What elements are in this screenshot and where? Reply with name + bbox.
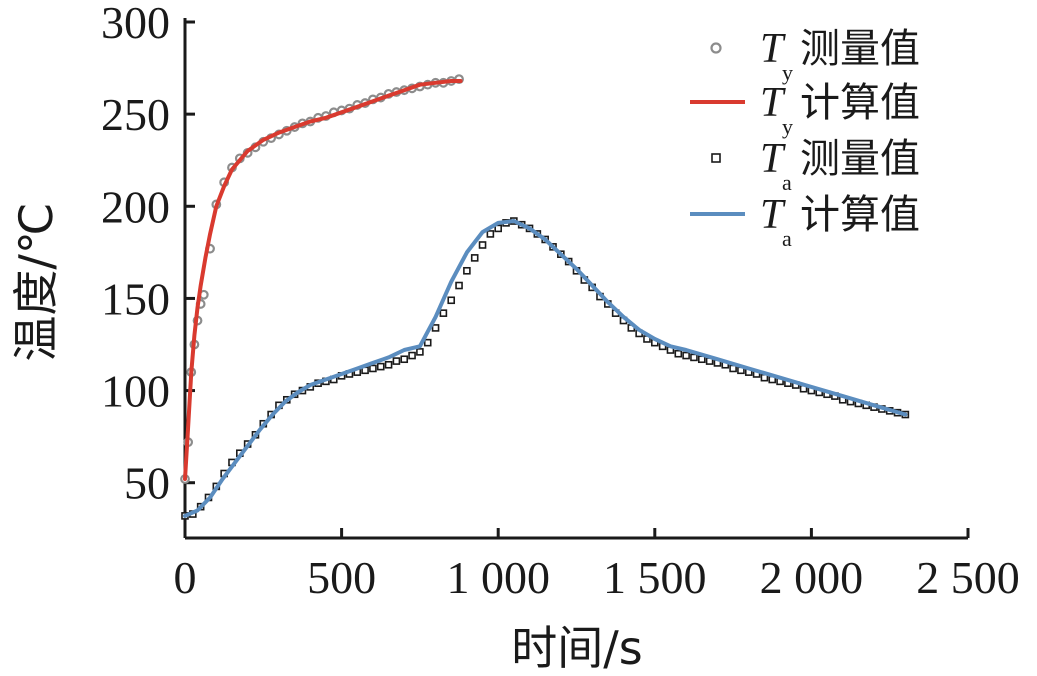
data-point [455,281,463,290]
data-point [439,309,448,317]
legend-subscript: a [782,226,792,251]
y-tick-label: 100 [101,366,170,417]
x-axis-title: 时间/s [511,621,642,675]
legend-label: 测量值 [800,136,920,182]
data-point [470,254,479,262]
data-point [369,364,377,373]
data-point [423,338,432,347]
data-point [392,357,401,365]
series-line [183,219,908,518]
legend-subscript: a [782,170,792,195]
x-tick-label: 500 [307,552,376,603]
tick-labels: 0 500 1 000 1 500 2 000 2 500 50 100 150 200 250 30… [101,0,1020,603]
data-point [431,324,440,332]
y-tick-label: 300 [101,0,170,48]
data-point [416,348,424,356]
legend-label: 计算值 [800,80,920,126]
data-point [447,296,456,305]
x-tick-label: 2 000 [760,552,864,603]
y-tick-label: 200 [101,181,170,232]
x-tick-label: 1 000 [446,552,550,603]
series-4 [183,219,908,518]
legend-swatch [711,153,721,163]
legend-subscript: y [782,114,793,139]
x-tick-label: 2 500 [916,552,1020,603]
legend-swatch [710,42,722,54]
y-axis-title: 温度/℃ [9,202,63,361]
series-line [183,79,463,481]
legend-symbol: T [760,192,786,238]
legend-symbol: T [760,80,786,126]
series-layer [180,74,910,520]
series-1 [180,74,464,484]
legend-item: Ty 计算值 [690,80,920,139]
data-point [400,355,409,364]
legend: Ty 测量值 Ty 计算值 Ta 测量值 Ta 计算值 [690,26,920,251]
data-point [376,362,385,371]
y-tick-label: 250 [101,89,170,140]
data-point [486,230,495,238]
data-point [478,241,487,249]
y-tick-label: 150 [101,273,170,324]
legend-item: Ta 计算值 [690,192,920,251]
data-point [682,351,690,360]
legend-item: Ta 测量值 [711,136,920,195]
legend-symbol: T [760,136,786,182]
legend-label: 测量值 [800,26,920,72]
x-tick-label: 1 500 [603,552,707,603]
legend-item: Ty 测量值 [710,26,920,85]
data-point [384,360,393,369]
legend-subscript: y [782,60,793,85]
data-point [674,349,683,358]
legend-symbol: T [760,26,786,72]
series-3 [181,217,910,520]
data-point [408,351,416,360]
x-tick-label: 0 [174,552,197,603]
data-point [463,266,471,275]
data-point [690,353,698,362]
legend-label: 计算值 [800,192,920,238]
data-point [494,224,503,233]
series-2 [183,79,463,481]
y-tick-label: 50 [124,458,170,509]
